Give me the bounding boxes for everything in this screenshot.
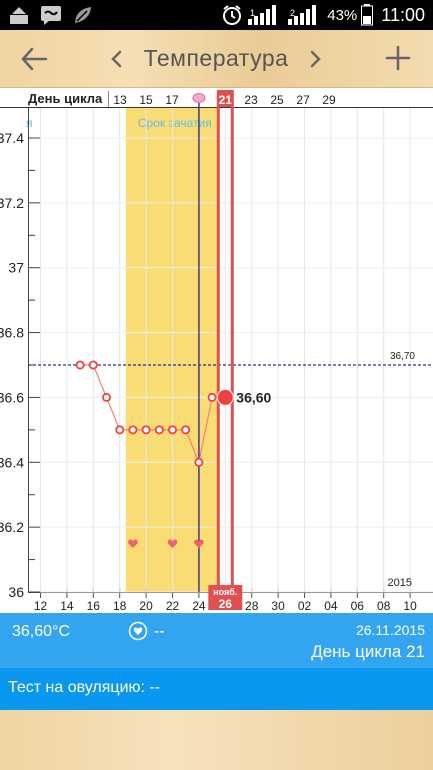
info-cycle-day: День цикла 21 xyxy=(311,642,425,661)
status-bar: 1 2 43% 11:00 xyxy=(0,0,433,30)
temperature-point[interactable] xyxy=(207,392,217,402)
info-intimacy: -- xyxy=(154,623,165,640)
selected-temperature-point[interactable] xyxy=(216,388,234,406)
temperature-point[interactable] xyxy=(75,360,85,370)
signal-sim2-icon: 2 xyxy=(288,5,317,25)
x-tick-label: 16 xyxy=(87,599,101,613)
ovulation-test-label: Тест на овуляцию: -- xyxy=(8,679,161,696)
ovulation-egg-icon xyxy=(192,93,206,103)
leaf-icon xyxy=(75,7,91,23)
temperature-point[interactable] xyxy=(141,425,151,435)
x-tick-label: 14 xyxy=(60,599,74,613)
temperature-point[interactable] xyxy=(167,425,177,435)
cycle-day-number: 15 xyxy=(139,93,153,107)
temperature-point[interactable] xyxy=(194,457,204,467)
current-month: нояб. xyxy=(213,587,237,597)
cycle-day-number: 29 xyxy=(322,93,336,107)
cycle-day-number: 13 xyxy=(113,93,127,107)
temperature-point[interactable] xyxy=(128,425,138,435)
notification-icons xyxy=(8,4,94,26)
left-edge-fragment: я xyxy=(26,116,33,130)
y-tick-label: 37.2 xyxy=(0,195,24,211)
x-tick-label: 24 xyxy=(192,599,206,613)
temperature-point[interactable] xyxy=(181,425,191,435)
y-tick-label: 36.2 xyxy=(0,519,24,535)
signal-sim1-icon: 1 xyxy=(248,5,277,25)
x-tick-label: 30 xyxy=(271,599,285,613)
info-temperature: 36,60°C xyxy=(12,623,70,640)
intimacy-heart-icon xyxy=(128,539,138,548)
x-tick-label: 08 xyxy=(377,599,391,613)
add-icon[interactable] xyxy=(385,45,411,71)
toolbar: Температура xyxy=(0,30,433,88)
highlight-day-number: 21 xyxy=(219,93,233,107)
notification-app-icon xyxy=(10,7,28,24)
temperature-chart[interactable]: День цикла Срок зачатия я 37.4 37.2 37 36.8 36.… xyxy=(0,88,433,613)
x-tick-label: 04 xyxy=(324,599,338,613)
x-tick-label: 20 xyxy=(139,599,153,613)
current-date: 26 xyxy=(219,597,233,611)
x-tick-label: 28 xyxy=(245,599,259,613)
cycle-day-number: 25 xyxy=(270,93,284,107)
temperature-line xyxy=(80,364,226,465)
next-chevron-icon[interactable] xyxy=(306,48,324,70)
battery-percent: 43% xyxy=(327,6,358,24)
message-icon xyxy=(41,6,61,25)
back-arrow-icon[interactable] xyxy=(20,45,48,73)
sim2-label: 2 xyxy=(290,8,295,18)
y-tick-label: 36 xyxy=(8,584,24,600)
bottom-background xyxy=(0,710,433,770)
system-status: 1 2 43% 11:00 xyxy=(221,4,425,26)
temperature-point[interactable] xyxy=(102,392,112,402)
y-tick-label: 37 xyxy=(8,260,24,276)
sim1-label: 1 xyxy=(250,8,255,18)
cycle-day-label: День цикла xyxy=(28,91,103,106)
y-tick-label: 36.4 xyxy=(0,454,24,470)
alarm-icon xyxy=(223,5,242,25)
selected-temperature-label: 36,60 xyxy=(236,389,271,405)
current-date-badge xyxy=(208,585,243,610)
cycle-day-number: 23 xyxy=(244,93,258,107)
x-tick-label: 22 xyxy=(166,599,180,613)
temperature-point[interactable] xyxy=(88,360,98,370)
previous-chevron-icon[interactable] xyxy=(108,48,126,70)
year-label: 2015 xyxy=(388,577,412,589)
chart-svg[interactable]: День цикла Срок зачатия я37.4 37.2 37 36.8 36.… xyxy=(0,88,433,613)
info-date: 26.11.2015 xyxy=(355,622,425,638)
temperature-point[interactable] xyxy=(115,425,125,435)
x-tick-label: 10 xyxy=(403,599,417,613)
coverline-value: 36,70 xyxy=(390,351,415,362)
page-title: Температура xyxy=(143,45,289,71)
selected-day-info[interactable]: 36,60°C -- 26.11.2015 День цикла 21 xyxy=(0,613,433,668)
x-tick-label: 18 xyxy=(113,599,127,613)
intimacy-heart-icon xyxy=(167,539,178,548)
x-tick-label: 12 xyxy=(34,599,48,613)
y-tick-label: 36.6 xyxy=(0,389,24,405)
battery-icon xyxy=(361,4,374,26)
x-tick-label: 06 xyxy=(351,599,365,613)
ovulation-test-row[interactable]: Тест на овуляцию: -- xyxy=(0,668,433,710)
cycle-day-number: 17 xyxy=(165,93,179,107)
highlight-day-box xyxy=(217,90,234,107)
y-tick-label: 36.8 xyxy=(0,325,24,341)
intimacy-heart-icon xyxy=(194,539,204,548)
cycle-day-number: 27 xyxy=(296,93,310,107)
clock: 11:00 xyxy=(381,4,425,25)
heart-icon xyxy=(128,621,148,641)
conception-label: Срок зачатия xyxy=(138,116,212,130)
temperature-point[interactable] xyxy=(154,425,164,435)
x-tick-label: 02 xyxy=(298,599,312,613)
y-tick-label: 37.4 xyxy=(0,130,24,146)
